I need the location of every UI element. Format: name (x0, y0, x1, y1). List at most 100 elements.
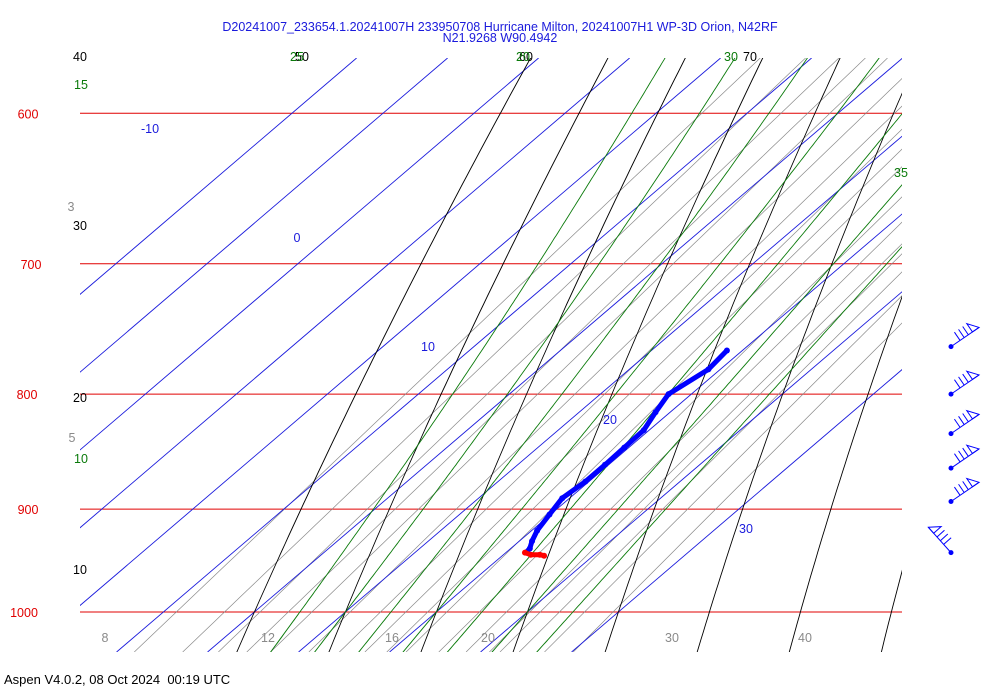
dewpoint-point (521, 549, 528, 556)
isotherm-label: 20 (603, 413, 617, 427)
isotherm-line (80, 58, 721, 607)
isotherm-line (298, 135, 902, 652)
mixing-ratio-line-3 (182, 58, 806, 652)
dry-adiabat-label: 50 (295, 50, 309, 64)
pressure-label: 600 (18, 107, 39, 121)
moist-adiabat-label: 35 (894, 166, 908, 180)
isotherm-line (480, 291, 902, 652)
wind-barb (927, 526, 954, 556)
dry-adiabat-label: 70 (743, 50, 757, 64)
wind-barb (948, 444, 981, 471)
footer-version: Aspen V4.0.2, 08 Oct 2024 00:19 UTC (4, 672, 231, 687)
temperature-point (621, 444, 628, 451)
dry-adiabat-line (973, 48, 1000, 656)
moist-adiabat-label: 15 (74, 78, 88, 92)
isotherm-label: 10 (421, 340, 435, 354)
temperature-point (582, 478, 589, 485)
moist-adiabat-line-15 (358, 58, 808, 652)
dry-adiabat-line (328, 58, 609, 652)
mixing-ratio-label: 20 (481, 631, 495, 645)
temperature-point (602, 461, 609, 468)
isotherm-line (207, 58, 902, 652)
pressure-label: 900 (18, 503, 39, 517)
mixing-ratio-line-8 (308, 78, 902, 652)
moist-adiabat-label: 30 (724, 50, 738, 64)
moist-adiabat-label: 25 (290, 50, 304, 64)
mixing-ratio-line-2 (134, 58, 761, 652)
mixing-ratio-label: 3 (68, 200, 75, 214)
pressure-label: 700 (21, 258, 42, 272)
temperature-point (652, 409, 659, 416)
temperature-point (534, 527, 541, 534)
moist-adiabat-line-20 (402, 58, 880, 652)
temperature-point (665, 391, 672, 398)
mixing-ratio-line-6 (270, 58, 888, 652)
moist-adiabat-label: 20 (516, 50, 530, 64)
moist-adiabat-line-25 (446, 113, 902, 652)
moist-adiabat-label: 10 (74, 452, 88, 466)
mixing-ratio-label: 30 (665, 631, 679, 645)
dry-adiabat-line (604, 58, 841, 652)
dry-adiabat-line (788, 295, 902, 652)
sounding-profile (521, 347, 730, 559)
mixing-ratio-label: 12 (261, 631, 275, 645)
isotherm-line (571, 369, 902, 652)
mixing-ratio-line-24 (465, 221, 902, 652)
dry-adiabat-label: 10 (73, 563, 87, 577)
isotherm-line (80, 58, 539, 451)
wind-barb (948, 322, 981, 350)
temperature-point (526, 545, 533, 552)
isotherm-label: -10 (141, 122, 159, 136)
dry-adiabat-label: 30 (73, 219, 87, 233)
wind-barb (948, 370, 981, 397)
dewpoint-point (527, 551, 534, 558)
isotherm-label: 30 (739, 522, 753, 536)
moist-adiabat-line-10 (314, 58, 736, 652)
mixing-ratio-line-4 (218, 58, 840, 652)
mixing-ratio-line-14 (386, 148, 902, 652)
dry-adiabat-line (236, 58, 532, 652)
moist-adiabat-line-30 (491, 184, 902, 652)
dry-adiabat-line (696, 92, 902, 652)
mixing-ratio-line-10 (339, 105, 902, 652)
dry-adiabat-line (512, 58, 764, 652)
dry-adiabat-label: 60 (519, 50, 533, 64)
isotherm-line (80, 58, 630, 529)
mixing-ratio-line-12 (364, 128, 902, 652)
mixing-ratio-label: 16 (385, 631, 399, 645)
grid-labels: 5006007008009001000-10010203035812162030… (10, 50, 908, 645)
grid-lines (80, 48, 1000, 656)
temperature-point (640, 427, 647, 434)
isotherm-label: 0 (294, 231, 301, 245)
isotherm-line (389, 213, 902, 652)
mixing-ratio-line-28 (489, 243, 902, 652)
temperature-point (559, 495, 566, 502)
mixing-ratio-line-48 (572, 322, 902, 652)
pressure-label: 1000 (10, 606, 38, 620)
wind-barb (948, 409, 981, 437)
temperature-point (529, 538, 536, 545)
temperature-point (705, 366, 712, 373)
mixing-ratio-line-34 (518, 271, 902, 652)
dry-adiabat-label: 40 (73, 50, 87, 64)
chart-title: D20241007_233654.1.20241007H 233950708 H… (222, 20, 778, 34)
dry-adiabat-line (420, 58, 686, 652)
mixing-ratio-line-30 (499, 253, 902, 652)
mixing-ratio-line-16 (405, 166, 902, 652)
temperature-point (723, 347, 730, 354)
mixing-ratio-label: 40 (798, 631, 812, 645)
wind-barbs (927, 322, 981, 556)
mixing-ratio-label: 8 (102, 631, 109, 645)
wind-barb (948, 477, 981, 505)
dewpoint-point (541, 552, 548, 559)
mixing-ratio-line-40 (544, 295, 902, 652)
pressure-label: 800 (17, 388, 38, 402)
moist-adiabat-line-5 (270, 58, 666, 652)
isotherm-line (116, 58, 812, 652)
dry-adiabat-label: 20 (73, 391, 87, 405)
mixing-ratio-label: 5 (69, 431, 76, 445)
chart-subtitle: N21.9268 W90.4942 (443, 31, 558, 45)
moist-adiabat-line-35 (536, 246, 902, 652)
temperature-point (546, 511, 553, 518)
